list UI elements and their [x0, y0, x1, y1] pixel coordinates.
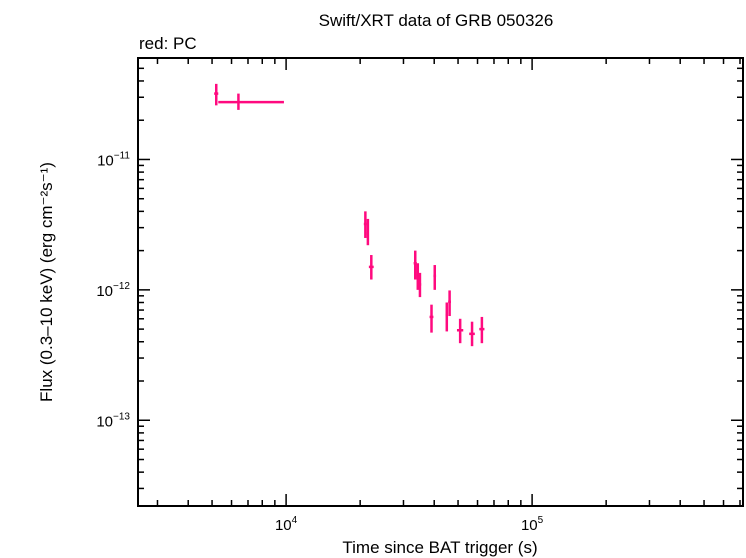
- data-point: [448, 290, 451, 317]
- series-pc: [214, 83, 485, 347]
- y-tick-labels: 10−11 10−12 10−13: [96, 150, 130, 430]
- y-tick-label: 10−12: [96, 281, 130, 300]
- data-point: [368, 255, 374, 280]
- x-tick-label: 104: [275, 515, 298, 534]
- data-point: [366, 218, 370, 246]
- data-series: [214, 83, 485, 347]
- data-point: [214, 83, 219, 106]
- data-point: [445, 302, 449, 332]
- data-point: [413, 250, 417, 280]
- x-axis-label: Time since BAT trigger (s): [342, 538, 537, 557]
- x-tick-labels: 104 105: [275, 515, 544, 534]
- data-point: [418, 272, 422, 298]
- y-tick-label: 10−13: [96, 411, 130, 430]
- data-point: [479, 316, 485, 344]
- data-point: [363, 211, 367, 238]
- data-point: [416, 263, 420, 290]
- chart-title: Swift/XRT data of GRB 050326: [319, 11, 554, 30]
- minor-ticks: [138, 57, 743, 506]
- data-point: [433, 265, 437, 290]
- y-axis-label: Flux (0.3–10 keV) (erg cm⁻²s⁻¹): [37, 162, 56, 402]
- data-point: [429, 304, 434, 333]
- plot-frame: [137, 57, 744, 507]
- x-tick-label: 105: [521, 515, 544, 534]
- major-ticks: [138, 58, 743, 506]
- data-point: [218, 93, 284, 110]
- chart-subtitle: red: PC: [139, 34, 197, 53]
- data-point: [456, 318, 464, 344]
- y-tick-label: 10−11: [97, 150, 130, 169]
- data-point: [469, 321, 475, 347]
